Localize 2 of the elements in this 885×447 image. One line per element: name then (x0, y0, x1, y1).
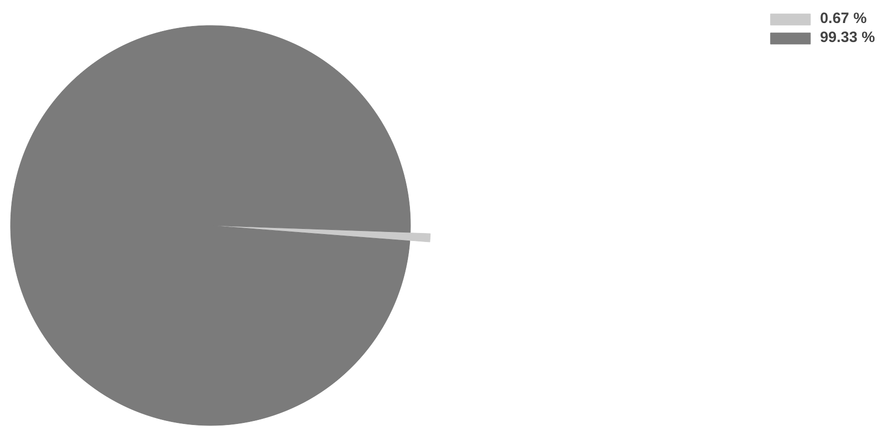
legend-label: 99.33 % (820, 29, 875, 46)
legend-label: 0.67 % (820, 10, 867, 27)
